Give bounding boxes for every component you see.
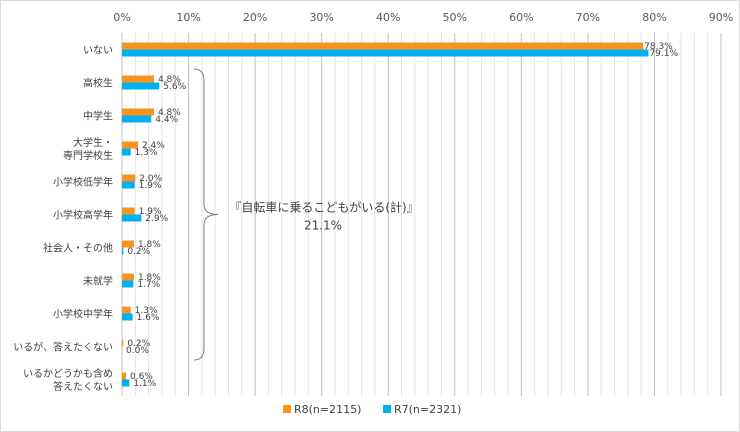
bar — [122, 115, 152, 123]
category-label: 社会人・その他 — [43, 242, 113, 255]
bracket-annotation — [193, 68, 219, 361]
bar — [122, 247, 124, 255]
bar — [122, 240, 134, 248]
legend-label: R8(n=2115) — [294, 403, 361, 416]
bar — [122, 313, 133, 321]
x-tick-label: 10% — [176, 11, 200, 24]
data-label: 1.1% — [133, 379, 156, 389]
data-label: 1.6% — [137, 313, 160, 323]
legend: R8(n=2115) R7(n=2321) — [283, 403, 461, 416]
data-label: 0.0% — [126, 346, 149, 356]
data-label: 1.8% — [138, 273, 161, 283]
bar — [122, 42, 644, 50]
bar — [122, 181, 135, 189]
bar — [122, 148, 131, 156]
data-label: 0.2% — [127, 247, 150, 257]
legend-swatch — [283, 405, 291, 413]
bar — [122, 372, 126, 380]
category-label: 専門学校生 — [63, 149, 113, 162]
data-label: 2.4% — [142, 141, 165, 151]
bar — [122, 207, 135, 215]
data-label: 78.3% — [644, 42, 673, 52]
data-label: 1.3% — [135, 148, 158, 158]
data-label: 1.3% — [135, 306, 158, 316]
bar — [122, 306, 131, 314]
x-tick-label: 60% — [509, 11, 533, 24]
category-label: いるかどうかも含め — [23, 367, 113, 380]
category-label: 中学生 — [83, 110, 113, 123]
x-tick-label: 80% — [642, 11, 666, 24]
gridlines — [121, 33, 722, 396]
category-label: 大学生・ — [73, 136, 113, 149]
category-label: 高校生 — [83, 77, 113, 90]
x-tick-label: 50% — [443, 11, 467, 24]
data-label: 1.9% — [139, 207, 162, 217]
bar — [122, 49, 649, 57]
bar — [122, 75, 154, 83]
x-tick-label: 20% — [243, 11, 267, 24]
bar — [122, 280, 134, 288]
data-label: 1.9% — [139, 181, 162, 191]
data-label: 4.8% — [158, 108, 181, 118]
category-labels: いない高校生中学生大学生・専門学校生小学校低学年小学校高学年社会人・その他未就学… — [13, 45, 113, 394]
bar — [122, 339, 124, 347]
data-label: 2.9% — [145, 214, 168, 224]
bar — [122, 273, 134, 281]
x-tick-label: 70% — [576, 11, 600, 24]
x-tick-label: 30% — [309, 11, 333, 24]
data-label: 5.6% — [163, 82, 186, 92]
bar — [122, 214, 142, 222]
bar — [122, 141, 138, 149]
category-label: 小学校中学年 — [53, 308, 113, 321]
category-label: 答えたくない — [53, 380, 113, 393]
data-label: 1.7% — [137, 280, 160, 290]
data-label: 4.8% — [158, 75, 181, 85]
legend-label: R7(n=2321) — [394, 403, 461, 416]
category-label: 小学校高学年 — [53, 209, 113, 222]
category-label: いるが、答えたくない — [13, 341, 113, 354]
data-labels: 78.3%79.1%4.8%5.6%4.8%4.4%2.4%1.3%2.0%1.… — [126, 42, 678, 389]
bar — [122, 82, 160, 90]
bar — [122, 379, 130, 387]
annotation-title: 『自転車に乗るこどもがいる(計)』 — [229, 200, 418, 215]
bar — [122, 108, 154, 116]
data-label: 79.1% — [649, 49, 678, 59]
data-label: 0.2% — [127, 339, 150, 349]
category-label: 未就学 — [83, 275, 113, 288]
data-label: 1.8% — [138, 240, 161, 250]
data-label: 0.6% — [130, 372, 153, 382]
data-label: 4.4% — [155, 115, 178, 125]
bar — [122, 174, 136, 182]
x-tick-label: 40% — [376, 11, 400, 24]
x-axis-ticks: 0% 10% 20% 30% 40% 50% 60% 70% 80% 90% — [113, 11, 733, 24]
x-tick-label: 90% — [709, 11, 733, 24]
data-label: 2.0% — [139, 174, 162, 184]
x-tick-label: 0% — [113, 11, 130, 24]
bars — [122, 42, 649, 387]
category-label: いない — [83, 45, 113, 57]
legend-swatch — [383, 405, 391, 413]
annotation-value: 21.1% — [304, 219, 342, 233]
category-label: 小学校低学年 — [53, 176, 113, 189]
